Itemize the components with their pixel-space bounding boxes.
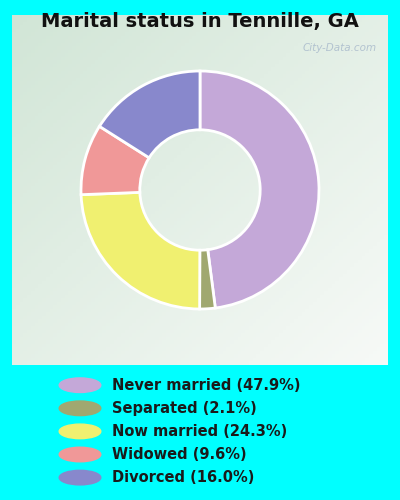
Text: City-Data.com: City-Data.com xyxy=(302,43,377,53)
Wedge shape xyxy=(200,71,319,308)
Text: Widowed (9.6%): Widowed (9.6%) xyxy=(112,447,247,462)
Circle shape xyxy=(59,378,101,392)
Text: Marital status in Tennille, GA: Marital status in Tennille, GA xyxy=(41,12,359,32)
Wedge shape xyxy=(100,71,200,158)
Text: Now married (24.3%): Now married (24.3%) xyxy=(112,424,287,439)
Text: Divorced (16.0%): Divorced (16.0%) xyxy=(112,470,254,485)
Circle shape xyxy=(59,401,101,415)
Circle shape xyxy=(59,470,101,485)
Text: Separated (2.1%): Separated (2.1%) xyxy=(112,401,257,416)
Circle shape xyxy=(59,424,101,438)
Wedge shape xyxy=(81,126,149,194)
Wedge shape xyxy=(81,192,200,309)
Text: Never married (47.9%): Never married (47.9%) xyxy=(112,378,300,392)
Wedge shape xyxy=(200,250,215,309)
Circle shape xyxy=(59,447,101,462)
